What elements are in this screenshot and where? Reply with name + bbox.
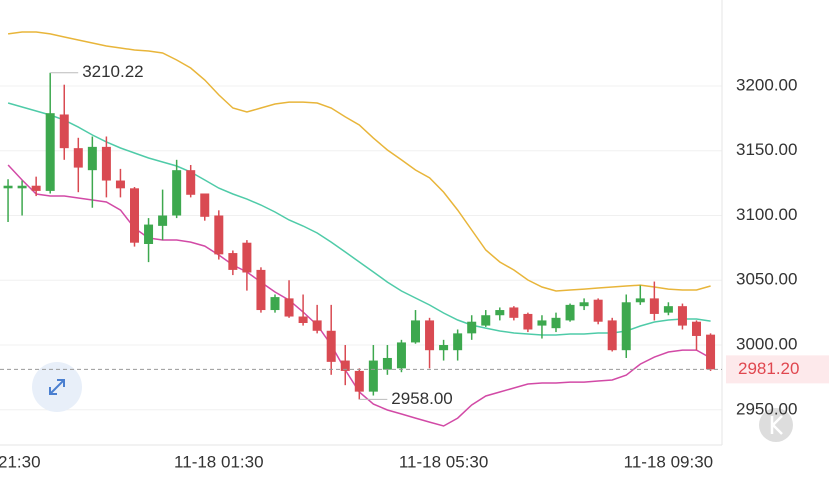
candle-body bbox=[649, 298, 659, 314]
candle-body bbox=[59, 114, 69, 149]
band-line bbox=[7, 31, 711, 292]
candle-body bbox=[242, 242, 252, 273]
candle-body bbox=[692, 321, 701, 336]
band-line bbox=[7, 102, 711, 336]
candle-body bbox=[551, 317, 561, 329]
x-tick-label: 11-18 09:30 bbox=[624, 452, 713, 471]
candle-body bbox=[706, 334, 716, 370]
candle-body bbox=[396, 342, 406, 369]
candle-body bbox=[354, 370, 364, 392]
candle-body bbox=[607, 320, 617, 351]
back-circle bbox=[759, 408, 793, 442]
candle-body bbox=[579, 302, 589, 307]
x-tick-label: 11-18 01:30 bbox=[174, 452, 263, 471]
y-tick-label: 3100.00 bbox=[736, 205, 797, 224]
candle-body bbox=[228, 253, 238, 270]
candle-body bbox=[425, 320, 435, 351]
candle-body bbox=[593, 299, 603, 322]
candle-body bbox=[523, 313, 533, 330]
candle-body bbox=[115, 180, 125, 189]
x-tick-label: 21:30 bbox=[0, 452, 41, 471]
candle-body bbox=[467, 321, 477, 334]
candle-body bbox=[312, 320, 322, 331]
candle-body bbox=[17, 185, 27, 189]
candle-body bbox=[663, 306, 673, 313]
candle-body bbox=[270, 297, 280, 311]
y-tick-label: 2950.00 bbox=[736, 399, 797, 418]
last-price-label: 2981.20 bbox=[738, 359, 799, 378]
candle-body bbox=[172, 170, 182, 216]
candle-body bbox=[340, 360, 350, 371]
back-icon bbox=[770, 415, 783, 435]
candle-body bbox=[565, 304, 575, 321]
candle-body bbox=[3, 185, 13, 189]
candle-body bbox=[73, 148, 83, 168]
min-label: 2958.00 bbox=[391, 389, 452, 408]
candle-body bbox=[537, 320, 547, 326]
candle-body bbox=[158, 215, 168, 226]
y-tick-label: 3200.00 bbox=[736, 75, 797, 94]
candle-body bbox=[621, 302, 631, 351]
expand-icon bbox=[49, 379, 65, 395]
candle-body bbox=[326, 330, 336, 362]
candle-body bbox=[31, 185, 41, 191]
candle-body bbox=[256, 269, 266, 311]
candle-body bbox=[368, 360, 378, 392]
candle-body bbox=[439, 345, 449, 351]
candle-body bbox=[214, 215, 224, 255]
candle-body bbox=[101, 146, 111, 181]
candle-body bbox=[298, 316, 308, 324]
candle-body bbox=[45, 113, 55, 191]
candle-body bbox=[130, 188, 139, 243]
y-tick-label: 3000.00 bbox=[736, 335, 797, 354]
x-tick-label: 11-18 05:30 bbox=[399, 452, 488, 471]
candle-body bbox=[200, 193, 210, 217]
expand-button[interactable] bbox=[32, 362, 82, 412]
candle-body bbox=[453, 333, 463, 351]
candle-body bbox=[382, 357, 392, 370]
candle-body bbox=[677, 306, 687, 326]
candle-body bbox=[284, 298, 294, 317]
candle-body bbox=[186, 170, 196, 195]
back-button[interactable] bbox=[759, 408, 793, 442]
last-price-box bbox=[726, 355, 829, 384]
candle-body bbox=[481, 315, 491, 326]
candle-body bbox=[87, 146, 97, 171]
y-tick-label: 3150.00 bbox=[736, 140, 797, 159]
candle-body bbox=[411, 320, 420, 343]
max-label: 3210.22 bbox=[82, 62, 143, 81]
candle-body bbox=[495, 310, 505, 316]
candle-body bbox=[144, 224, 154, 244]
candle-body bbox=[509, 307, 519, 318]
y-tick-label: 3050.00 bbox=[736, 270, 797, 289]
candle-body bbox=[635, 298, 645, 303]
